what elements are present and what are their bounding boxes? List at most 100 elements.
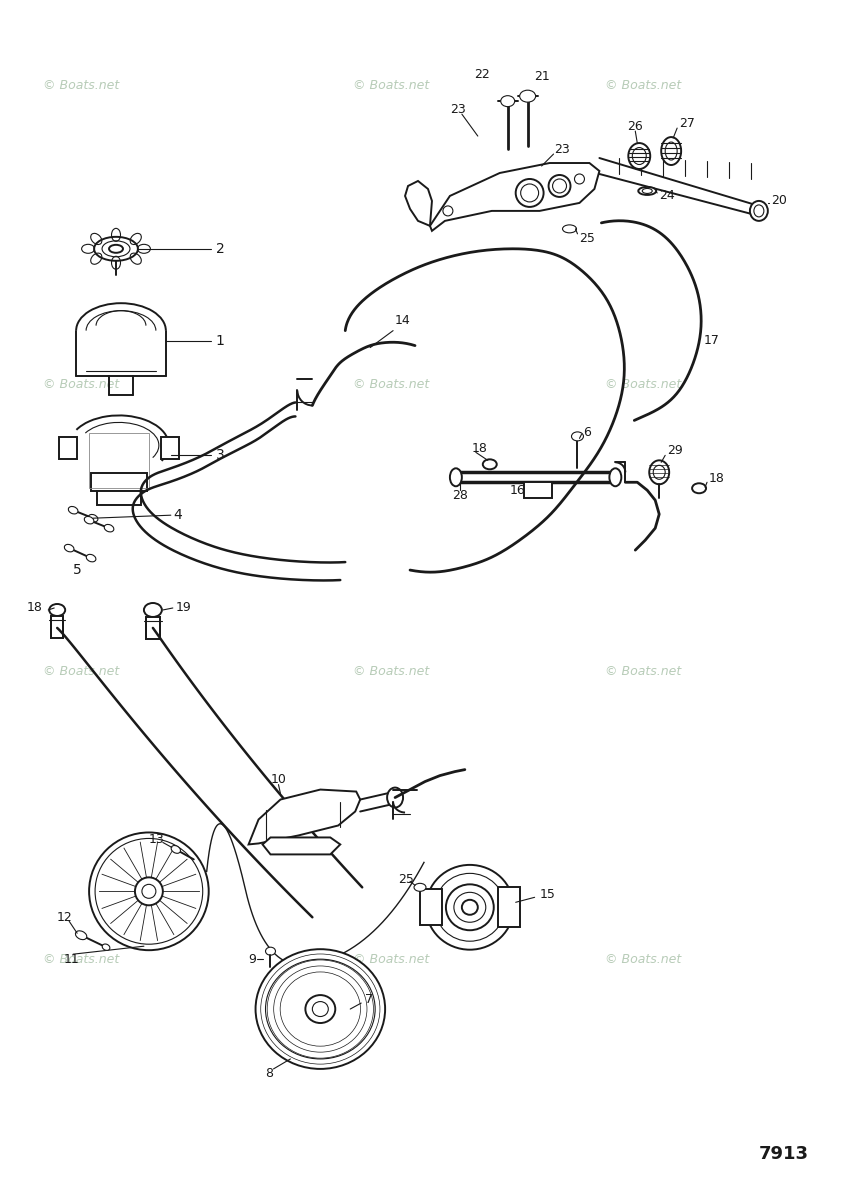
Text: 25: 25 — [398, 872, 414, 886]
Text: 18: 18 — [26, 601, 42, 614]
Ellipse shape — [520, 90, 536, 102]
Ellipse shape — [89, 833, 209, 950]
Text: 1: 1 — [215, 334, 225, 348]
Text: © Boats.net: © Boats.net — [353, 953, 430, 966]
Ellipse shape — [103, 944, 110, 950]
Text: © Boats.net: © Boats.net — [605, 378, 681, 391]
Text: 14: 14 — [395, 314, 411, 328]
Ellipse shape — [516, 179, 543, 206]
Text: 18: 18 — [709, 472, 725, 485]
Bar — [91, 473, 147, 491]
Text: 25: 25 — [579, 233, 595, 245]
Ellipse shape — [112, 257, 120, 269]
Ellipse shape — [446, 884, 494, 930]
Text: 23: 23 — [554, 143, 570, 156]
Ellipse shape — [563, 224, 576, 233]
Ellipse shape — [87, 554, 96, 562]
Polygon shape — [262, 838, 341, 854]
Text: © Boats.net: © Boats.net — [353, 665, 430, 678]
Text: 27: 27 — [680, 116, 695, 130]
Polygon shape — [430, 163, 600, 230]
Text: 4: 4 — [172, 508, 182, 522]
Ellipse shape — [426, 865, 514, 949]
Ellipse shape — [130, 253, 141, 264]
Ellipse shape — [91, 253, 102, 264]
Bar — [51, 616, 63, 638]
Ellipse shape — [500, 96, 515, 107]
Text: © Boats.net: © Boats.net — [43, 79, 119, 91]
Text: 23: 23 — [450, 103, 466, 115]
Ellipse shape — [137, 245, 151, 253]
Text: © Boats.net: © Boats.net — [605, 79, 681, 91]
Ellipse shape — [76, 931, 87, 940]
Bar — [161, 437, 179, 460]
Ellipse shape — [632, 148, 646, 164]
Text: © Boats.net: © Boats.net — [43, 953, 119, 966]
Ellipse shape — [144, 602, 161, 617]
Text: 7913: 7913 — [759, 1145, 809, 1163]
Ellipse shape — [266, 947, 276, 955]
Text: © Boats.net: © Boats.net — [353, 378, 430, 391]
Ellipse shape — [256, 949, 385, 1069]
Ellipse shape — [574, 174, 584, 184]
Ellipse shape — [84, 516, 94, 524]
Ellipse shape — [91, 233, 102, 245]
Ellipse shape — [628, 143, 650, 169]
Ellipse shape — [483, 460, 497, 469]
Text: 21: 21 — [535, 70, 550, 83]
Text: © Boats.net: © Boats.net — [43, 378, 119, 391]
Polygon shape — [405, 181, 432, 226]
Text: © Boats.net: © Boats.net — [43, 665, 119, 678]
Ellipse shape — [65, 545, 74, 552]
Ellipse shape — [638, 187, 656, 194]
Ellipse shape — [88, 515, 98, 522]
Ellipse shape — [653, 466, 665, 479]
Bar — [145, 617, 160, 638]
Ellipse shape — [454, 893, 486, 923]
Ellipse shape — [130, 233, 141, 245]
Text: 8: 8 — [266, 1068, 273, 1080]
Text: 7: 7 — [365, 992, 373, 1006]
Bar — [89, 433, 149, 488]
Ellipse shape — [754, 205, 764, 217]
Ellipse shape — [443, 206, 453, 216]
Text: 10: 10 — [271, 773, 287, 786]
Ellipse shape — [414, 883, 426, 892]
Text: 29: 29 — [667, 444, 683, 457]
Text: 12: 12 — [56, 911, 72, 924]
Bar — [498, 887, 520, 928]
Text: 28: 28 — [452, 488, 468, 502]
Ellipse shape — [450, 468, 462, 486]
Ellipse shape — [82, 245, 94, 253]
Ellipse shape — [109, 245, 123, 253]
Text: 2: 2 — [215, 242, 225, 256]
Text: © Boats.net: © Boats.net — [605, 665, 681, 678]
Bar — [524, 482, 552, 498]
Text: 5: 5 — [73, 563, 82, 577]
Ellipse shape — [750, 200, 768, 221]
Bar — [97, 491, 141, 505]
Bar — [420, 889, 442, 925]
Ellipse shape — [95, 839, 203, 944]
Ellipse shape — [266, 959, 375, 1058]
Bar — [59, 437, 77, 460]
Text: 13: 13 — [149, 833, 165, 846]
Ellipse shape — [572, 432, 584, 440]
Ellipse shape — [610, 468, 621, 486]
Ellipse shape — [312, 1002, 328, 1016]
Ellipse shape — [435, 874, 505, 941]
Text: 26: 26 — [627, 120, 643, 132]
Ellipse shape — [387, 787, 403, 808]
Text: © Boats.net: © Boats.net — [353, 79, 430, 91]
Ellipse shape — [135, 877, 163, 905]
Ellipse shape — [68, 506, 78, 514]
Text: 6: 6 — [584, 426, 591, 439]
Text: 18: 18 — [472, 442, 488, 455]
Text: 24: 24 — [659, 190, 675, 203]
Text: 19: 19 — [176, 601, 192, 614]
Text: 22: 22 — [474, 67, 489, 80]
Ellipse shape — [50, 604, 66, 616]
Text: 20: 20 — [771, 194, 786, 208]
Ellipse shape — [305, 995, 336, 1024]
Text: 9: 9 — [249, 953, 257, 966]
